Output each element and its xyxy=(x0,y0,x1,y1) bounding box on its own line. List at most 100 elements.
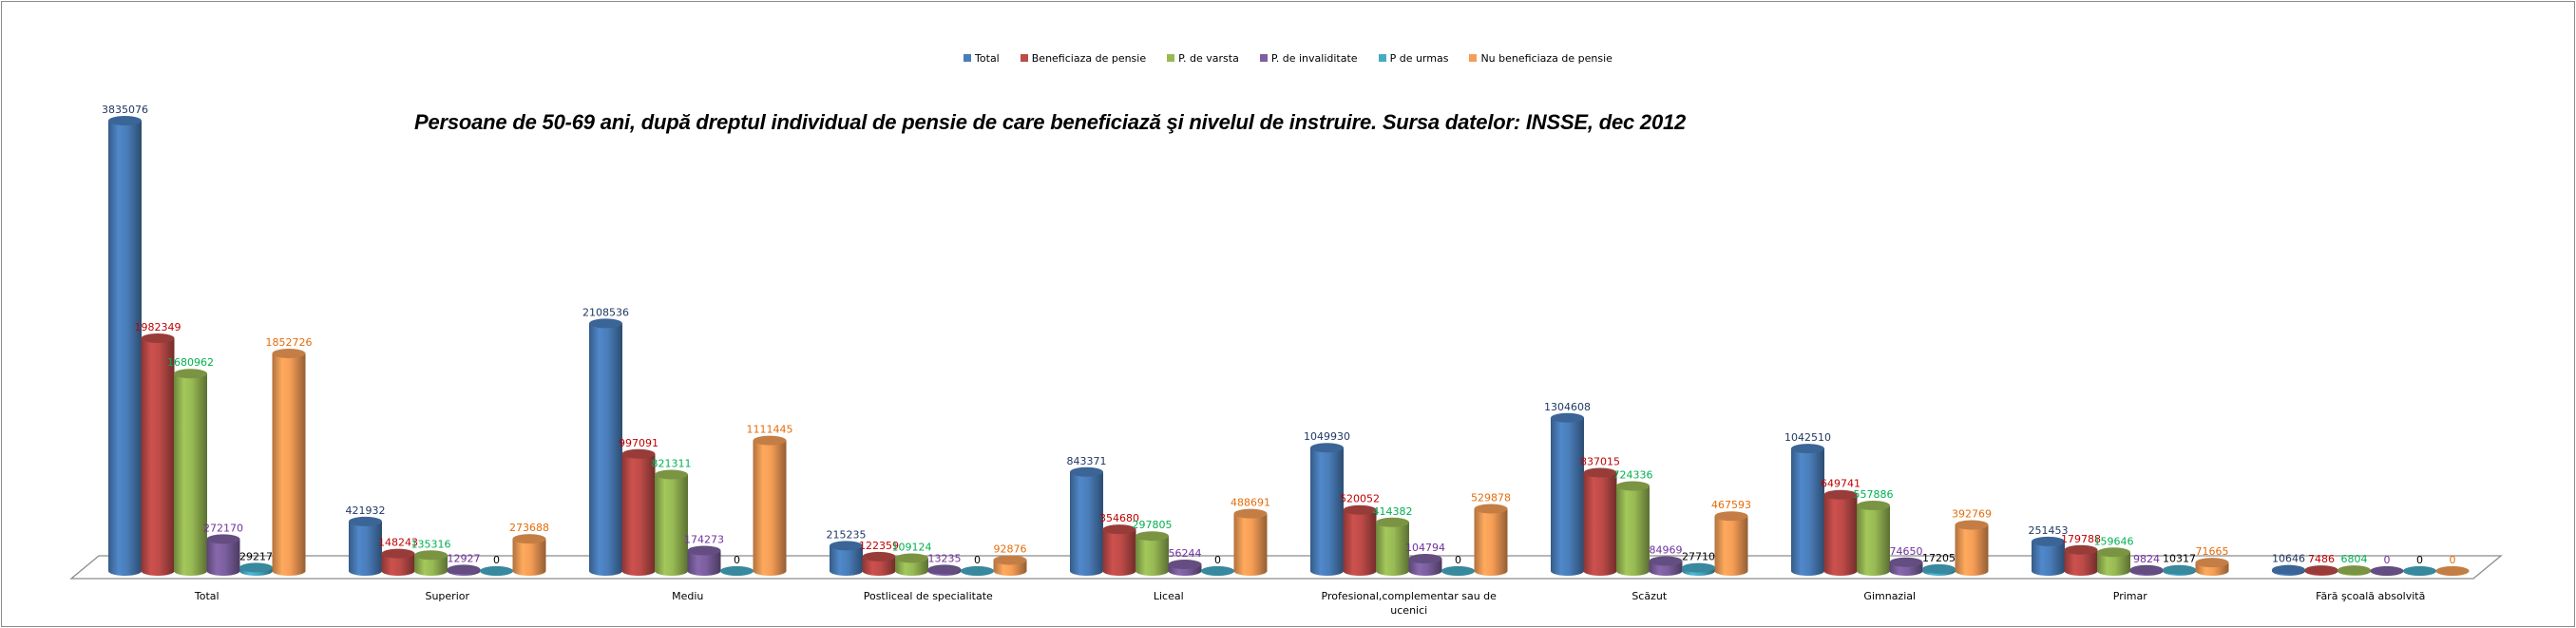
bar-top xyxy=(381,548,415,559)
value-labels: 3835076 1982349 1680962 272170 29217 1852726 4… xyxy=(102,104,2456,566)
bar-body xyxy=(1070,471,1103,576)
bar xyxy=(1070,466,1103,576)
bar-top xyxy=(2097,547,2130,558)
bar xyxy=(1441,566,1475,576)
bar-body xyxy=(2064,549,2098,576)
bar-top xyxy=(993,555,1027,565)
bar xyxy=(1616,481,1650,576)
bar xyxy=(512,534,546,576)
data-label: 148243 xyxy=(378,537,418,549)
bar-top xyxy=(1135,531,1169,542)
bar-top xyxy=(1310,443,1344,453)
bar-top xyxy=(1233,508,1268,519)
legend-swatch xyxy=(1167,54,1175,62)
bar-top xyxy=(1551,412,1584,423)
bar xyxy=(753,435,787,576)
bar xyxy=(2195,558,2229,576)
bar xyxy=(480,566,513,576)
bar-top xyxy=(589,318,622,329)
data-label: 843371 xyxy=(1067,455,1107,467)
data-label: 0 xyxy=(1455,554,1461,566)
bar-top xyxy=(1583,467,1617,478)
bar-body xyxy=(1408,559,1442,576)
bar xyxy=(1343,504,1377,576)
bar xyxy=(2097,547,2130,576)
bar-top xyxy=(2064,544,2098,555)
bar-top xyxy=(2195,558,2229,568)
bar-top xyxy=(2403,566,2436,576)
bar xyxy=(2403,566,2436,576)
data-label: 29217 xyxy=(239,550,273,562)
bar-body xyxy=(1955,524,1989,576)
data-label: 272170 xyxy=(203,522,243,534)
legend-item: Nu beneficiaza de pensie xyxy=(1469,49,1612,67)
bar-body xyxy=(174,373,207,576)
bar-top xyxy=(1714,511,1748,522)
data-label: 2108536 xyxy=(582,306,629,318)
bar xyxy=(687,545,721,576)
bar-top xyxy=(2337,565,2371,576)
bar-top xyxy=(1682,562,1715,573)
bar xyxy=(272,349,306,576)
bar xyxy=(1583,467,1617,576)
data-label: 7486 xyxy=(2308,553,2335,565)
legend-swatch xyxy=(1259,54,1268,62)
bar-body xyxy=(1135,536,1169,576)
data-label: 997091 xyxy=(619,437,658,449)
bar xyxy=(862,551,896,576)
category-label: Scăzut xyxy=(1631,590,1668,602)
bar-top xyxy=(1070,466,1103,477)
data-label: 0 xyxy=(493,554,500,566)
legend-label: P. de invaliditate xyxy=(1270,51,1358,65)
data-label: 0 xyxy=(2450,554,2456,566)
bar xyxy=(239,562,273,576)
data-label: 392769 xyxy=(1952,507,1992,520)
bar xyxy=(1102,524,1136,576)
bar xyxy=(830,541,863,576)
bar-top xyxy=(414,550,448,561)
category-label: Profesional,complementar sau de ucenici xyxy=(1322,590,1498,617)
data-label: 109124 xyxy=(892,542,932,554)
data-label: 1852726 xyxy=(266,336,313,349)
chart-title: Persoane de 50-69 ani, după dreptul indi… xyxy=(414,110,1687,134)
bar xyxy=(1376,517,1409,576)
data-label: 467593 xyxy=(1711,499,1751,511)
data-label: 10646 xyxy=(2272,553,2305,565)
bar-body xyxy=(206,539,240,576)
bar-top xyxy=(1102,524,1136,535)
bar-body xyxy=(895,558,928,576)
bar-body xyxy=(1233,513,1268,576)
bar-top xyxy=(349,516,382,526)
legend-label: Nu beneficiaza de pensie xyxy=(1480,51,1612,65)
bar xyxy=(655,469,688,576)
data-label: 0 xyxy=(2416,554,2423,566)
bar-top xyxy=(1955,520,1989,530)
bar xyxy=(961,566,994,576)
bar-top xyxy=(1474,504,1508,514)
data-label: 9824 xyxy=(2133,553,2160,565)
bar-top xyxy=(272,349,306,359)
legend-item: P. de varsta xyxy=(1167,49,1239,67)
bar-top xyxy=(447,564,481,575)
bar xyxy=(381,548,415,576)
legend-label: P de urmas xyxy=(1389,51,1449,65)
bar-body xyxy=(1474,508,1508,576)
bar-top xyxy=(862,551,896,561)
category-labels: Total Superior Mediu Postliceal de speciali… xyxy=(194,590,2425,617)
bar-body xyxy=(272,353,306,576)
bar xyxy=(174,369,207,576)
bar xyxy=(1474,504,1508,576)
category-label: Superior xyxy=(425,590,469,602)
data-label: 557886 xyxy=(1854,488,1894,501)
bar-top xyxy=(108,116,142,125)
data-label: 520052 xyxy=(1340,493,1380,505)
bar-body xyxy=(862,556,896,576)
bar xyxy=(1135,531,1169,576)
data-label: 159646 xyxy=(2094,535,2134,547)
bar-top xyxy=(1201,566,1234,576)
bar-top xyxy=(1823,489,1858,500)
data-label: 649741 xyxy=(1821,478,1860,490)
data-label: 488691 xyxy=(1231,497,1270,509)
bar-top xyxy=(1168,560,1202,570)
bar-top xyxy=(512,534,546,544)
